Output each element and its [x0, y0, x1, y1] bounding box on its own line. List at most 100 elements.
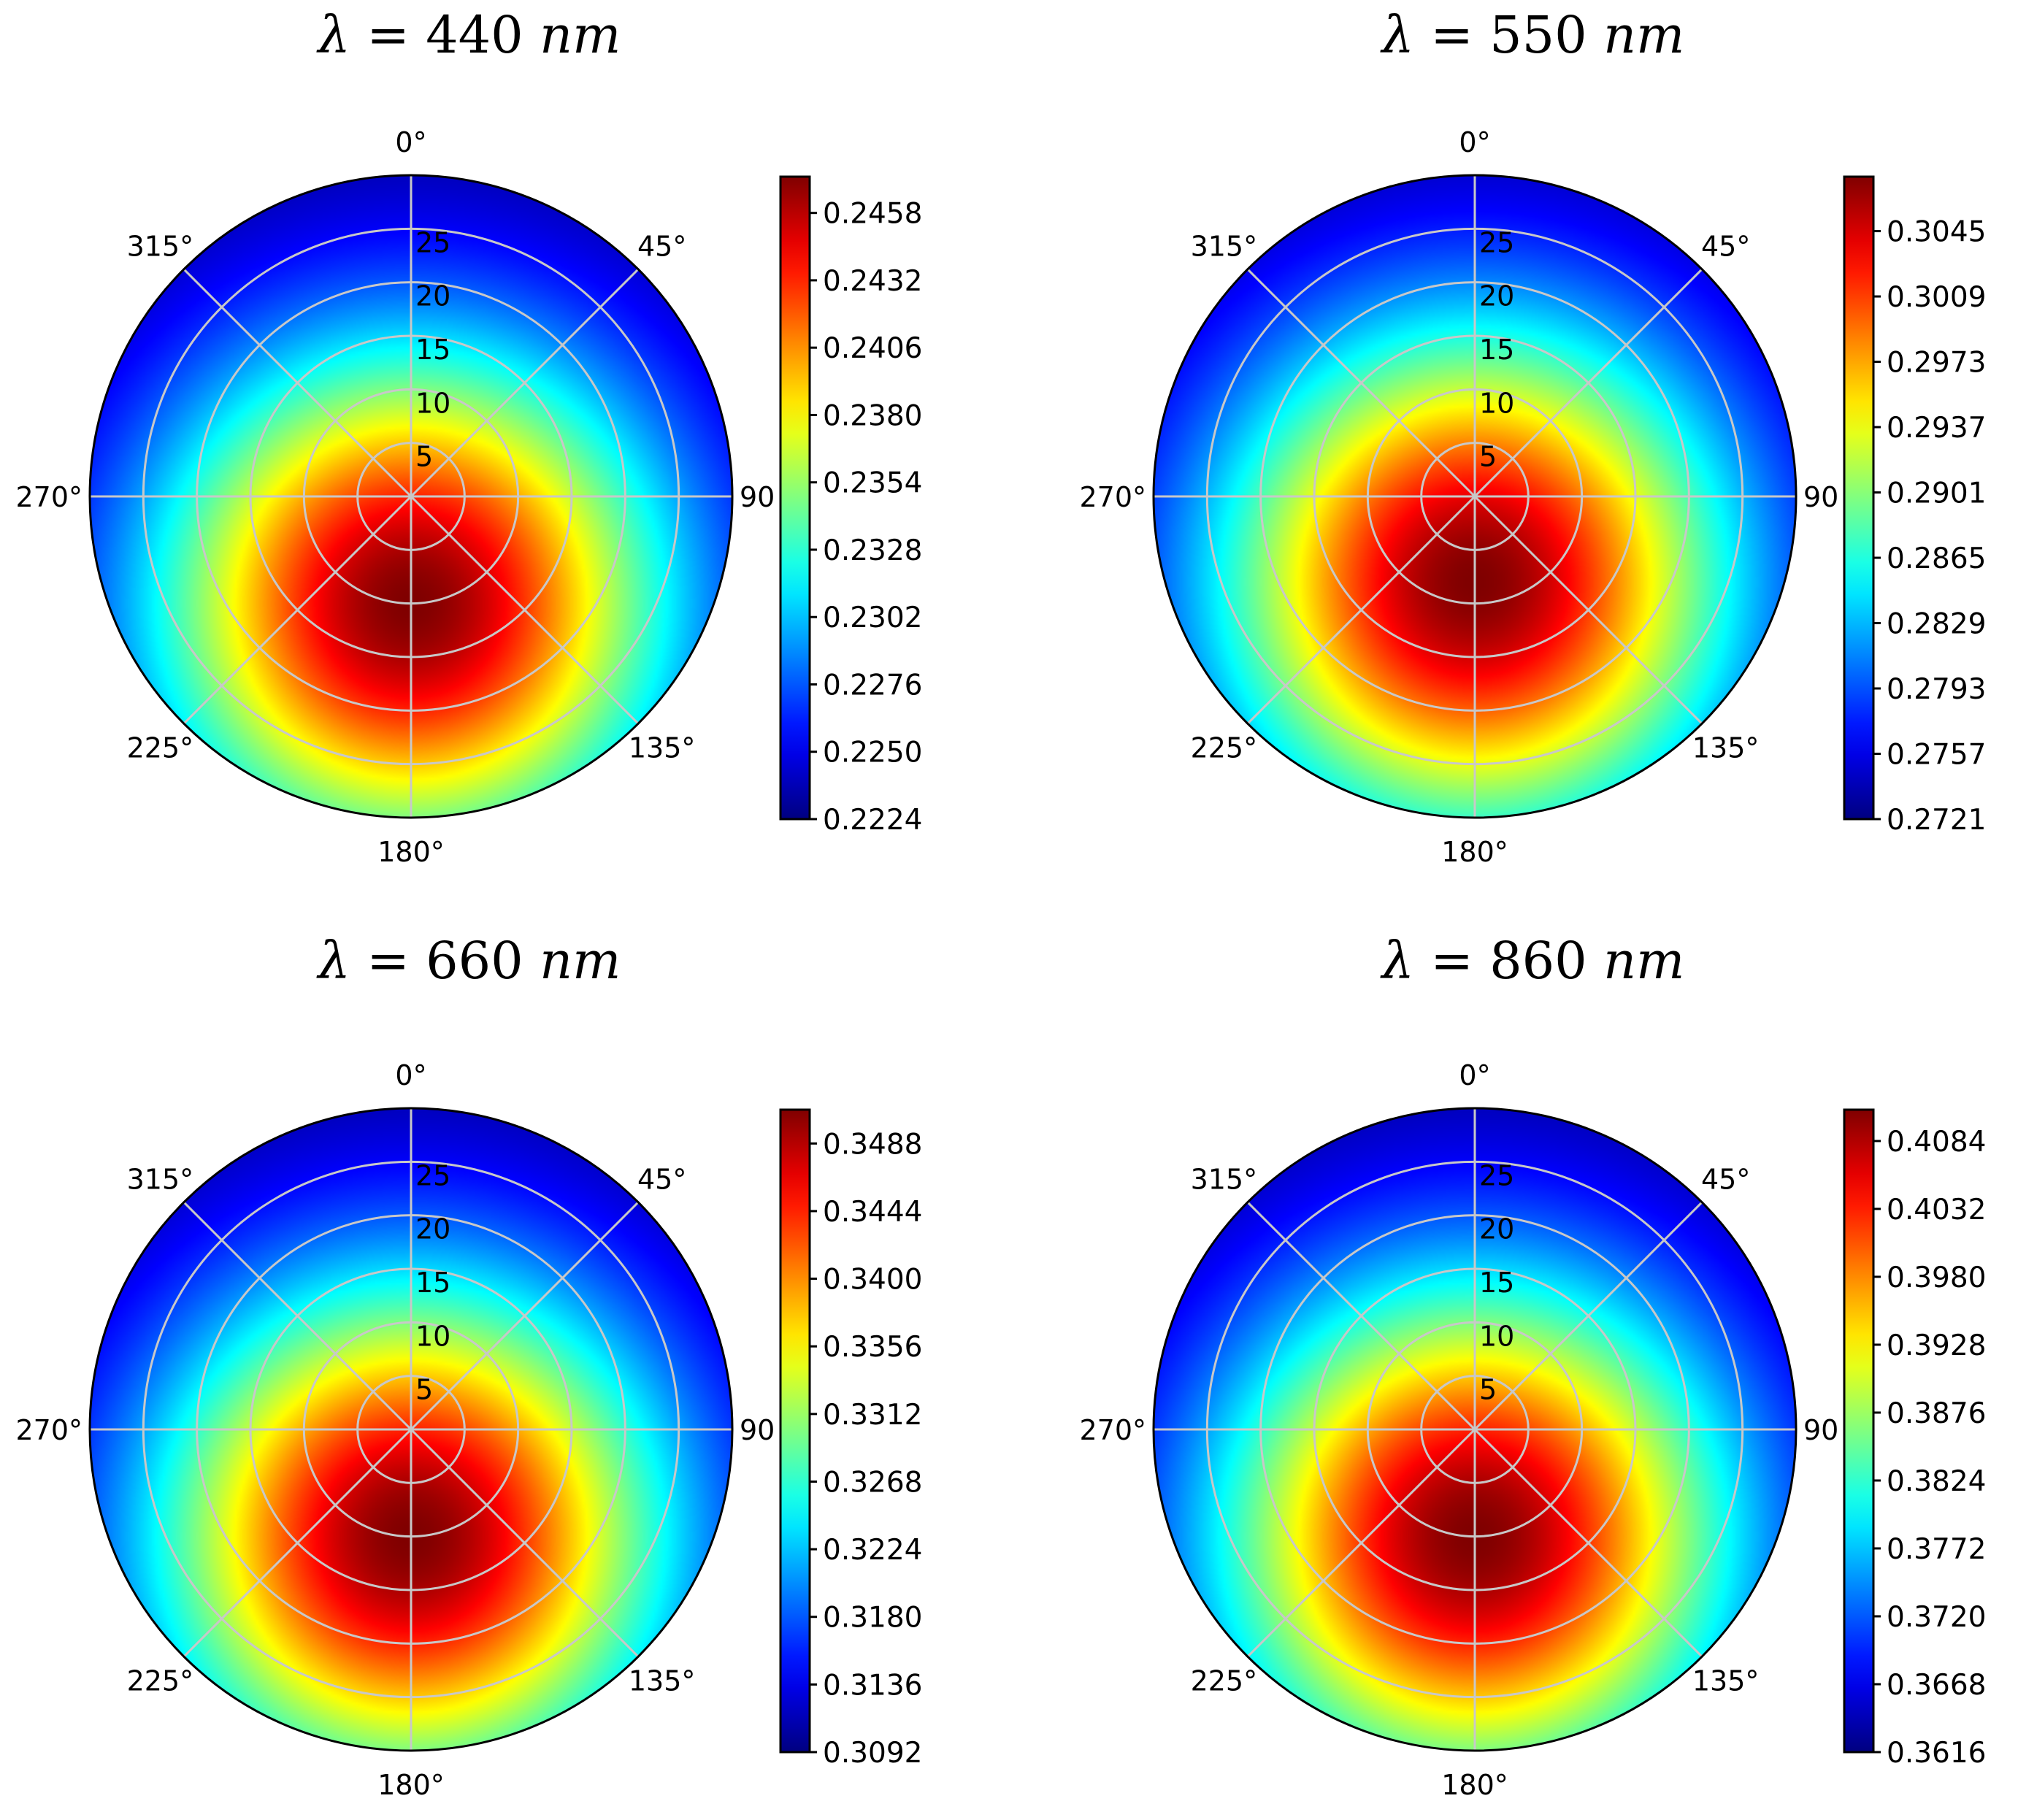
colorbar-tick-label: 0.2328 [823, 534, 922, 567]
radial-tick-label: 20 [1479, 280, 1514, 312]
title-symbol: λ [1380, 931, 1431, 991]
colorbar-tick-label: 0.4032 [1887, 1194, 1986, 1226]
panel-title: λ = 440 nm [316, 5, 621, 65]
angle-tick-label: 45° [1701, 230, 1750, 262]
angle-tick-label: 45° [637, 1163, 686, 1195]
title-number: 860 [1489, 931, 1603, 991]
colorbar-tick-label: 0.2721 [1887, 804, 1986, 837]
colorbar-tick-label: 0.2302 [823, 602, 922, 634]
radial-tick-label: 10 [1479, 387, 1514, 419]
colorbar-tick-label: 0.3616 [1887, 1737, 1986, 1770]
radial-tick-label: 10 [1479, 1320, 1514, 1352]
colorbar-tick-label: 0.2865 [1887, 542, 1986, 575]
title-unit: nm [1603, 931, 1684, 991]
angular-gridline [1473, 1428, 1703, 1658]
colorbar-tick-label: 0.2406 [823, 332, 922, 365]
colorbar-tick-label: 0.3268 [823, 1466, 922, 1499]
angular-gridline [183, 1428, 413, 1658]
title-equals: = [367, 931, 426, 991]
angle-tick-label: 0° [1459, 126, 1490, 158]
angular-gridline [1246, 268, 1476, 498]
polar-frame [88, 1107, 734, 1752]
colorbar-tick-label: 0.3224 [823, 1534, 922, 1567]
angle-tick-label: 90 [740, 481, 775, 513]
colorbar-tick-label: 0.4084 [1887, 1126, 1986, 1159]
colorbar-tick-label: 0.3045 [1887, 216, 1986, 249]
angle-tick-label: 0° [395, 1059, 426, 1091]
title-unit: nm [540, 931, 621, 991]
angular-gridline [410, 1428, 640, 1658]
title-symbol: λ [316, 931, 367, 991]
panel-title: λ = 550 nm [1380, 5, 1685, 65]
colorbar-tick-label: 0.3312 [823, 1399, 922, 1432]
angular-gridline [1246, 1428, 1476, 1658]
title-equals: = [367, 5, 426, 65]
angular-gridline [1473, 1201, 1703, 1431]
radial-tick-label: 15 [415, 1267, 450, 1299]
title-unit: nm [1603, 5, 1684, 65]
colorbar-tick-label: 0.2276 [823, 669, 922, 702]
angle-tick-label: 315° [127, 1163, 194, 1195]
panel-title: λ = 660 nm [316, 931, 621, 991]
title-number: 440 [426, 5, 540, 65]
angle-tick-label: 135° [629, 1665, 696, 1697]
colorbar-tick-label: 0.3009 [1887, 281, 1986, 314]
angle-tick-label: 0° [1459, 1059, 1490, 1091]
title-equals: = [1430, 931, 1489, 991]
angle-tick-label: 270° [1079, 481, 1146, 513]
colorbar-tick-label: 0.3444 [823, 1196, 922, 1229]
angle-tick-label: 45° [1701, 1163, 1750, 1195]
angle-tick-label: 90 [740, 1414, 775, 1446]
colorbar [1843, 175, 1875, 821]
radial-tick-label: 15 [1479, 1267, 1514, 1299]
angle-tick-label: 180° [1441, 1769, 1508, 1801]
colorbar-tick-label: 0.3356 [823, 1331, 922, 1364]
title-equals: = [1430, 5, 1489, 65]
colorbar-tick-label: 0.3928 [1887, 1329, 1986, 1362]
radial-tick-label: 15 [1479, 334, 1514, 366]
angular-gridline [1246, 495, 1476, 725]
radial-tick-label: 5 [415, 1374, 433, 1406]
colorbar-tick-label: 0.3876 [1887, 1397, 1986, 1430]
angle-tick-label: 180° [377, 1769, 445, 1801]
polar-panel-2: λ = 660 nm 5 10 15 20 25 0° 45° 90 135° 180° 225° 27… [15, 931, 922, 1801]
colorbar-tick-label: 0.2793 [1887, 673, 1986, 706]
angle-tick-label: 90 [1803, 1414, 1838, 1446]
title-number: 550 [1489, 5, 1603, 65]
colorbar-tick-label: 0.3824 [1887, 1465, 1986, 1498]
polar-frame [1152, 174, 1798, 819]
angle-tick-label: 180° [377, 836, 445, 868]
colorbar [1843, 1108, 1875, 1754]
angle-tick-label: 270° [1079, 1414, 1146, 1446]
radial-tick-label: 20 [415, 1213, 450, 1245]
angle-tick-label: 225° [127, 732, 194, 764]
polar-panel-1: λ = 550 nm 5 10 15 20 25 0° 45° 90 135° 180° 225° 27… [1079, 5, 1986, 868]
angular-gridline [410, 1201, 640, 1431]
angle-tick-label: 180° [1441, 836, 1508, 868]
angular-gridline [1473, 268, 1703, 498]
angle-tick-label: 225° [1191, 1665, 1258, 1697]
radial-tick-label: 25 [1479, 226, 1514, 258]
panel-title: λ = 860 nm [1380, 931, 1685, 991]
radial-tick-label: 5 [415, 441, 433, 473]
colorbar-tick-label: 0.3772 [1887, 1533, 1986, 1566]
colorbar-tick-label: 0.2937 [1887, 412, 1986, 445]
colorbar-tick-label: 0.3136 [823, 1669, 922, 1702]
radial-tick-label: 5 [1479, 1374, 1497, 1406]
colorbar-tick-label: 0.2250 [823, 737, 922, 769]
colorbar-tick-label: 0.2757 [1887, 739, 1986, 772]
angle-tick-label: 0° [395, 126, 426, 158]
radial-tick-label: 5 [1479, 441, 1497, 473]
title-symbol: λ [1380, 5, 1431, 65]
title-unit: nm [540, 5, 621, 65]
angle-tick-label: 135° [629, 732, 696, 764]
angular-gridline [410, 268, 640, 498]
angular-gridline [183, 495, 413, 725]
angle-tick-label: 225° [1191, 732, 1258, 764]
colorbar-tick-label: 0.2354 [823, 467, 922, 500]
colorbar-tick-label: 0.3400 [823, 1264, 922, 1297]
radial-tick-label: 25 [1479, 1159, 1514, 1191]
radial-tick-label: 10 [415, 387, 450, 419]
radial-tick-label: 20 [415, 280, 450, 312]
